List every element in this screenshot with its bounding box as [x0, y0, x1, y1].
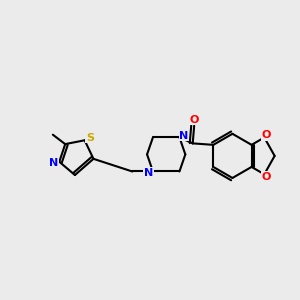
Text: O: O [262, 130, 272, 140]
Text: N: N [50, 158, 58, 168]
Text: N: N [179, 131, 188, 141]
Text: O: O [262, 172, 272, 182]
Text: O: O [190, 115, 199, 125]
Text: N: N [144, 168, 153, 178]
Text: S: S [86, 133, 94, 143]
